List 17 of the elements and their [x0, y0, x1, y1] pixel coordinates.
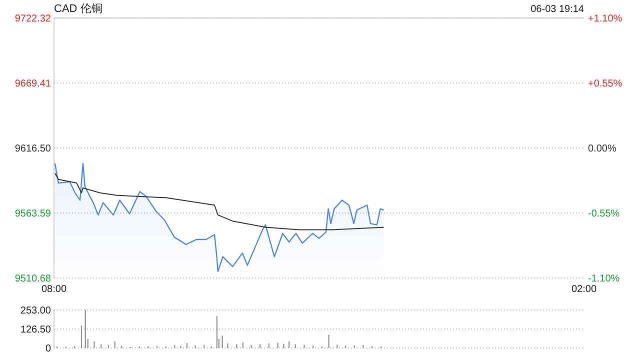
y-tick-label: 253.00: [20, 306, 52, 316]
y-tick-label: 9510.68: [14, 274, 52, 284]
y2-tick-label: -0.55%: [588, 208, 620, 220]
y-tick-label: 9563.59: [14, 208, 52, 220]
y2-tick-label: 0.00%: [588, 144, 616, 154]
y-tick-label: 9722.32: [14, 14, 52, 24]
x-tick-label: 02:00: [571, 284, 597, 295]
y-tick-label: 9669.41: [14, 78, 52, 90]
text: 06-03 19:14: [530, 4, 584, 15]
y2-tick-label: +1.10%: [588, 14, 622, 24]
y2-tick-label: +0.55%: [588, 78, 622, 90]
y-tick-label: 9616.50: [14, 144, 52, 154]
x-tick-label: 08:00: [41, 284, 67, 295]
chart-title: CAD 伦铜: [54, 3, 102, 15]
y-tick-label: 126.50: [20, 324, 52, 336]
y-tick-label: 0: [45, 344, 52, 354]
y2-tick-label: -1.10%: [588, 274, 620, 284]
